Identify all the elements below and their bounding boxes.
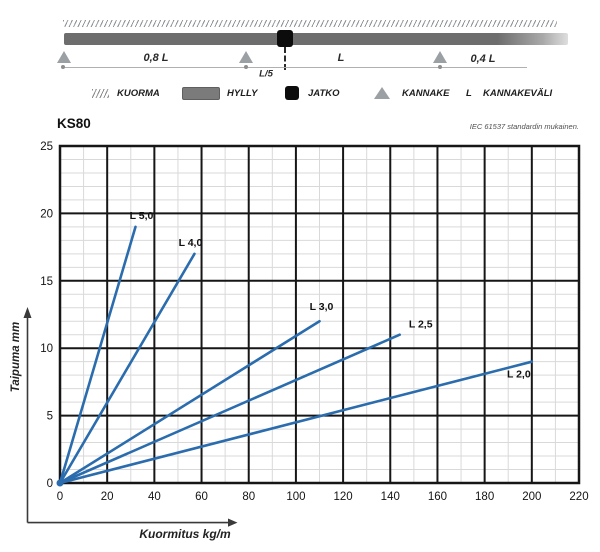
dimension-line [62, 67, 527, 68]
support-triangle-middle [239, 51, 253, 63]
joint-dashed-line [284, 47, 286, 70]
span-label-right: 0,4 L [470, 53, 496, 65]
chart-title: KS80 [57, 116, 91, 131]
legend-label-kannakevali: KANNAKEVÄLI [483, 88, 553, 99]
y-tick-label: 5 [47, 411, 53, 423]
x-tick-label: 120 [333, 491, 352, 503]
x-tick-label: 160 [428, 491, 447, 503]
x-axis-arrowhead-icon [228, 518, 238, 527]
series-label: L 5,0 [130, 210, 154, 222]
y-tick-label: 20 [40, 208, 53, 220]
shelf-bar [64, 33, 568, 45]
series-label: L 4,0 [179, 237, 203, 249]
legend-label-kuorma: KUORMA [117, 88, 160, 99]
dimension-dot-left [61, 65, 65, 69]
dimension-dot-middle [244, 65, 248, 69]
series-line [58, 225, 137, 485]
x-tick-label: 140 [381, 491, 400, 503]
load-hatch-strip [63, 20, 557, 27]
y-axis-title: Taipuma mm [10, 321, 22, 393]
x-axis-title: Kuormitus kg/m [139, 527, 231, 541]
support-triangle-icon [374, 87, 390, 99]
x-tick-label: 40 [148, 491, 161, 503]
x-tick-label: 100 [286, 491, 305, 503]
legend-row: KUORMA HYLLY JATKO KANNAKE L KANNAKEVÄLI [0, 80, 600, 108]
y-tick-label: 10 [40, 343, 53, 355]
x-tick-label: 20 [101, 491, 114, 503]
span-label-left: 0,8 L [143, 52, 169, 64]
series-line [58, 360, 534, 485]
y-tick-label: 15 [40, 276, 53, 288]
plot-border [58, 144, 581, 485]
origin-dot [56, 479, 64, 487]
span-label-mid: L [337, 52, 345, 64]
letter-l-symbol: L [466, 88, 472, 99]
series-label: L 3,0 [310, 301, 334, 313]
y-tick-label: 0 [47, 478, 53, 490]
deflection-chart: L 5,0L 4,0L 3,0L 2,5L 2,00 20 40 60 80 100 120… [40, 141, 588, 503]
x-tick-label: 220 [569, 491, 588, 503]
joint-square [277, 30, 293, 47]
series-label: L 2,0 [507, 369, 531, 381]
x-tick-label: 0 [57, 491, 63, 503]
x-tick-label: 180 [475, 491, 494, 503]
axis-arrows [23, 307, 238, 527]
y-tick-label: 25 [40, 141, 53, 153]
y-axis-arrowhead-icon [23, 307, 32, 318]
support-triangle-right [433, 51, 447, 63]
legend-label-hylly: HYLLY [227, 88, 258, 99]
joint-square-icon [285, 86, 299, 100]
legend-label-kannake: KANNAKE [402, 88, 450, 99]
x-tick-label: 80 [242, 491, 255, 503]
x-tick-label: 200 [522, 491, 541, 503]
joint-offset-label: L/5 [259, 68, 273, 80]
series-line [58, 252, 196, 485]
dimension-dot-right [438, 65, 442, 69]
series-label: L 2,5 [409, 319, 433, 331]
support-triangle-left [57, 51, 71, 63]
shelf-bar-icon [182, 87, 220, 100]
chart-standard-note: IEC 61537 standardin mukainen. [469, 122, 579, 131]
hatch-icon [92, 89, 109, 98]
series-line [58, 319, 321, 485]
legend-label-jatko: JATKO [308, 88, 340, 99]
series-line [58, 333, 402, 485]
beam-schematic: 0,8 L L/5 L 0,4 L [0, 0, 600, 80]
x-tick-label: 60 [195, 491, 208, 503]
